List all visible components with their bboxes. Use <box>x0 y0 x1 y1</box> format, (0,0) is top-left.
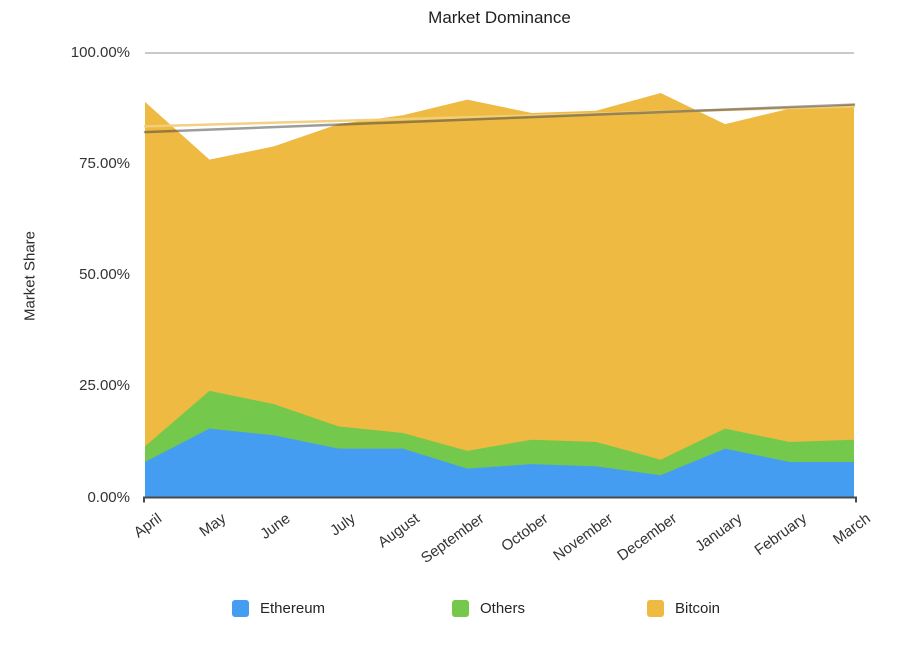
legend-label: Bitcoin <box>675 600 721 617</box>
y-tick-label: 0.00% <box>87 488 130 506</box>
legend-swatch-ethereum <box>232 600 249 617</box>
y-tick-label: 25.00% <box>79 377 130 395</box>
y-tick-label: 50.00% <box>79 266 130 284</box>
legend-label: Others <box>480 600 526 617</box>
legend-swatch-others <box>452 600 469 617</box>
y-tick-label: 100.00% <box>70 44 130 61</box>
legend-item-ethereum: Ethereum <box>232 600 325 617</box>
y-tick-label: 75.00% <box>79 155 130 173</box>
bitcoin-trendline-shadow <box>143 103 856 134</box>
ethereum-area <box>145 428 854 498</box>
chart-title: Market Dominance <box>428 8 571 27</box>
bitcoin-area <box>145 93 854 498</box>
legend-label: Ethereum <box>260 600 326 617</box>
legend-item-bitcoin: Bitcoin <box>647 600 720 617</box>
legend-swatch-bitcoin <box>647 600 664 617</box>
legend-item-others: Others <box>452 600 525 617</box>
